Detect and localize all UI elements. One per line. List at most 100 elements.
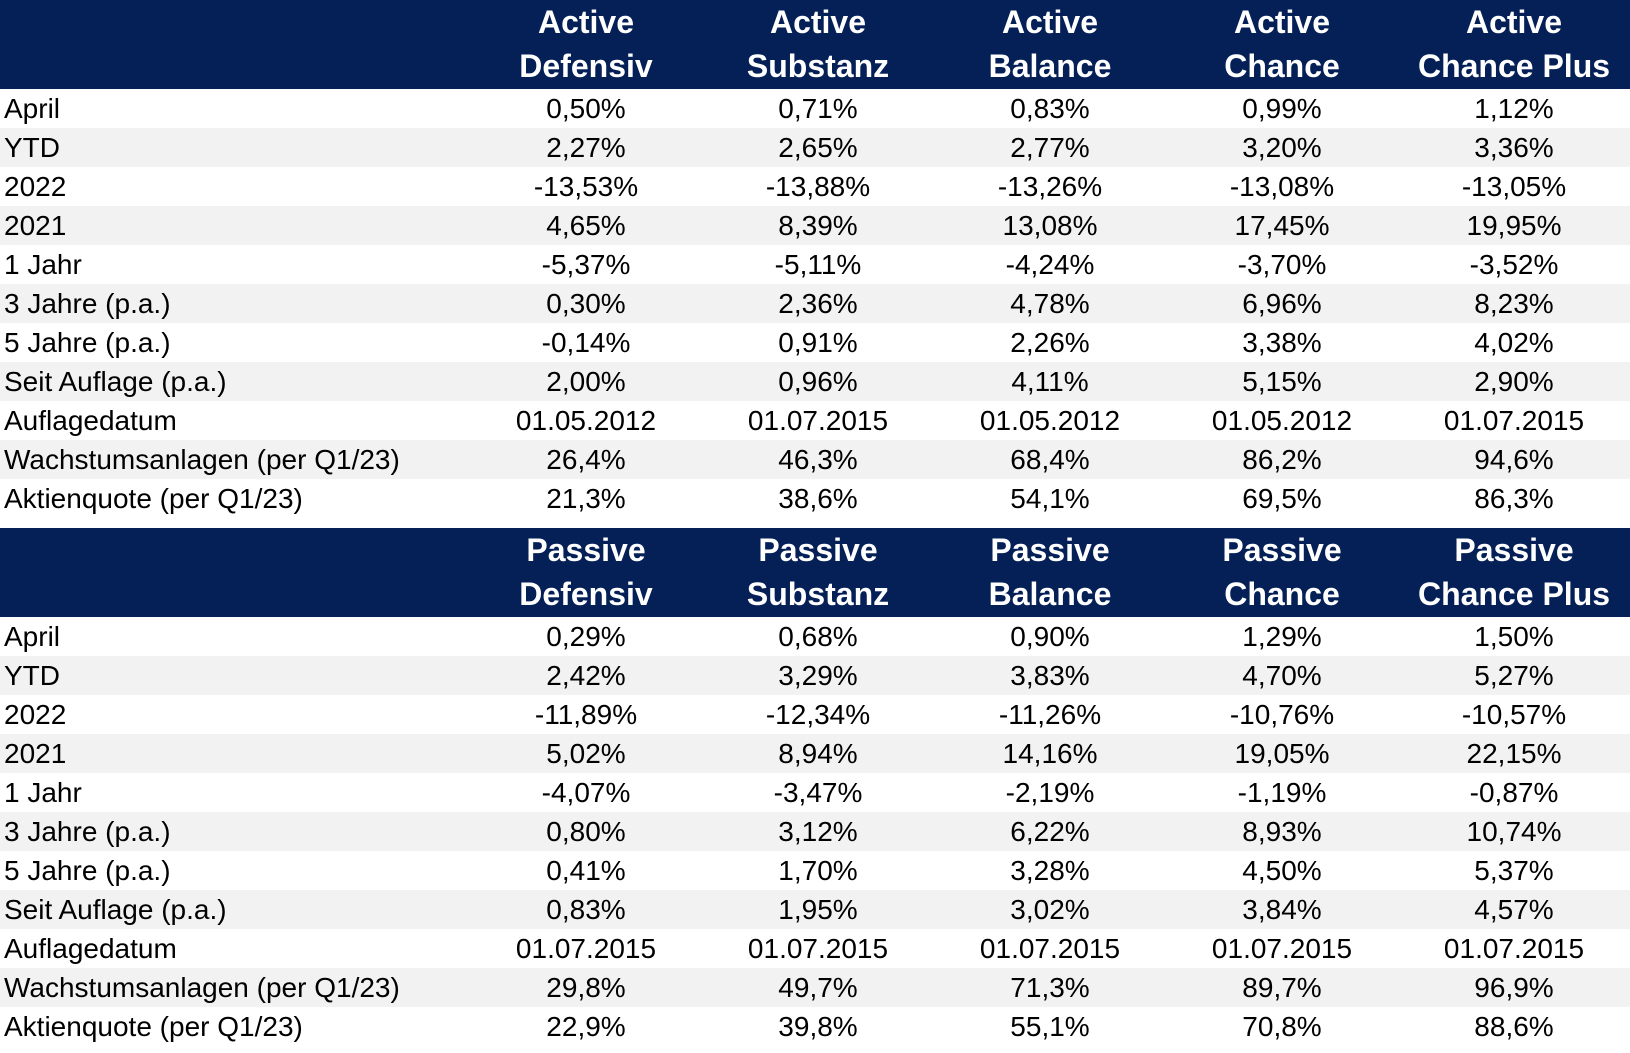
table-cell: -10,57% — [1461, 698, 1567, 730]
column-header-line1: Active — [1233, 4, 1331, 40]
table-cell: 4,02% — [1474, 326, 1554, 358]
passive-funds-table: Passive Defensiv Passive Substanz Passive Bal… — [0, 528, 1630, 1046]
table-cell: 5,02% — [470, 734, 702, 773]
table-cell: 13,08% — [934, 206, 1166, 245]
table-cell: 21,3% — [546, 482, 626, 514]
table-cell: 3,12% — [702, 812, 934, 851]
column-header-line1: Passive — [758, 532, 878, 568]
table-cell: -0,14% — [541, 326, 631, 358]
column-header-line2: Balance — [988, 48, 1112, 84]
active-table-header: Active Defensiv Active Substanz Active Balanc… — [0, 0, 1630, 89]
table-cell: -13,88% — [765, 170, 871, 202]
table-cell: -4,07% — [541, 776, 631, 808]
column-header: Active Balance — [934, 0, 1166, 89]
table-cell: -11,89% — [534, 698, 638, 730]
table-cell: 22,9% — [546, 1010, 626, 1042]
table-row: 2022 -11,89% -12,34% -11,26% -10,76% -10,57% — [0, 695, 1630, 734]
table-cell: -4,24% — [1005, 248, 1095, 280]
column-header-line1: Active — [769, 4, 867, 40]
row-label: YTD — [0, 128, 470, 167]
table-cell: 0,96% — [702, 362, 934, 401]
table-cell: 3,36% — [1398, 128, 1630, 167]
row-label: Auflagedatum — [4, 404, 177, 436]
table-cell: 4,65% — [470, 206, 702, 245]
row-label: Auflagedatum — [4, 932, 177, 964]
table-row: 1 Jahr -5,37% -5,11% -4,24% -3,70% -3,52% — [0, 245, 1630, 284]
row-label: Aktienquote (per Q1/23) — [4, 482, 303, 514]
table-cell: 10,74% — [1398, 812, 1630, 851]
column-header-line1: Active — [1465, 4, 1563, 40]
table-cell: -3,52% — [1469, 248, 1559, 280]
table-cell: 2,90% — [1398, 362, 1630, 401]
table-cell: 01.07.2015 — [1443, 932, 1585, 964]
table-cell: 8,39% — [702, 206, 934, 245]
table-cell: 0,29% — [546, 620, 626, 652]
column-header-line2: Substanz — [746, 576, 890, 612]
column-header-line1: Passive — [1454, 532, 1574, 568]
table-cell: 8,93% — [1166, 812, 1398, 851]
table-cell: 0,71% — [778, 92, 858, 124]
table-cell: 3,38% — [1242, 326, 1322, 358]
table-row: Wachstumsanlagen (per Q1/23) 26,4% 46,3% 68… — [0, 440, 1630, 479]
column-header-line2: Defensiv — [519, 48, 653, 84]
table-cell: -10,76% — [1229, 698, 1335, 730]
table-cell: 86,3% — [1474, 482, 1554, 514]
table-cell: -13,05% — [1461, 170, 1567, 202]
table-row: Seit Auflage (p.a.) 2,00% 0,96% 4,11% 5,15% 2… — [0, 362, 1630, 401]
table-cell: 1,29% — [1242, 620, 1322, 652]
table-cell: 2,26% — [1010, 326, 1090, 358]
table-cell: -5,11% — [774, 248, 862, 280]
table-cell: 1,50% — [1474, 620, 1554, 652]
table-cell: 2,00% — [470, 362, 702, 401]
table-row: April 0,50% 0,71% 0,83% 0,99% 1,12% — [0, 89, 1630, 128]
active-table-body: April 0,50% 0,71% 0,83% 0,99% 1,12% YTD 2,27% 2,… — [0, 89, 1630, 518]
passive-table-header: Passive Defensiv Passive Substanz Passive Bal… — [0, 528, 1630, 617]
table-row: Seit Auflage (p.a.) 0,83% 1,95% 3,02% 3,84% 4… — [0, 890, 1630, 929]
table-cell: 46,3% — [702, 440, 934, 479]
table-cell: 1,70% — [778, 854, 858, 886]
column-header-line1: Passive — [1222, 532, 1342, 568]
table-cell: 4,50% — [1242, 854, 1322, 886]
table-cell: 69,5% — [1242, 482, 1322, 514]
table-cell: 54,1% — [1010, 482, 1090, 514]
row-label: 2021 — [0, 734, 470, 773]
table-cell: -11,26% — [998, 698, 1102, 730]
passive-table-body: April 0,29% 0,68% 0,90% 1,29% 1,50% YTD 2,42% 3,… — [0, 617, 1630, 1046]
table-cell: -0,87% — [1469, 776, 1559, 808]
column-header: Active Chance — [1166, 0, 1398, 89]
table-cell: 14,16% — [934, 734, 1166, 773]
table-row: YTD 2,27% 2,65% 2,77% 3,20% 3,36% — [0, 128, 1630, 167]
row-label: 2022 — [4, 170, 67, 202]
column-header: Passive Chance Plus — [1398, 528, 1630, 617]
table-cell: 01.07.2015 — [747, 932, 889, 964]
row-label: 5 Jahre (p.a.) — [4, 854, 171, 886]
table-cell: 2,36% — [702, 284, 934, 323]
table-cell: 96,9% — [1398, 968, 1630, 1007]
table-cell: 4,57% — [1398, 890, 1630, 929]
table-cell: 94,6% — [1398, 440, 1630, 479]
table-row: Auflagedatum 01.05.2012 01.07.2015 01.05.20… — [0, 401, 1630, 440]
table-cell: 0,99% — [1242, 92, 1322, 124]
table-separator — [0, 517, 1630, 528]
row-label: Aktienquote (per Q1/23) — [4, 1010, 303, 1042]
table-row: 5 Jahre (p.a.) 0,41% 1,70% 3,28% 4,50% 5,37% — [0, 851, 1630, 890]
row-label: YTD — [0, 656, 470, 695]
table-cell: 6,96% — [1166, 284, 1398, 323]
table-row: Aktienquote (per Q1/23) 22,9% 39,8% 55,1% 70… — [0, 1007, 1630, 1046]
table-cell: -3,70% — [1237, 248, 1327, 280]
table-cell: 2,65% — [702, 128, 934, 167]
table-cell: 3,29% — [702, 656, 934, 695]
row-label: Seit Auflage (p.a.) — [0, 890, 470, 929]
column-header: Active Chance Plus — [1398, 0, 1630, 89]
table-cell: 0,30% — [470, 284, 702, 323]
table-row: 2021 5,02% 8,94% 14,16% 19,05% 22,15% — [0, 734, 1630, 773]
table-cell: 01.05.2012 — [1211, 404, 1353, 436]
table-cell: 70,8% — [1242, 1010, 1322, 1042]
table-cell: -3,47% — [773, 776, 863, 808]
active-header-corner — [0, 0, 470, 89]
row-label: 1 Jahr — [4, 248, 82, 280]
table-cell: 6,22% — [934, 812, 1166, 851]
column-header: Active Substanz — [702, 0, 934, 89]
table-cell: 8,23% — [1398, 284, 1630, 323]
column-header-line2: Chance — [1224, 48, 1340, 84]
